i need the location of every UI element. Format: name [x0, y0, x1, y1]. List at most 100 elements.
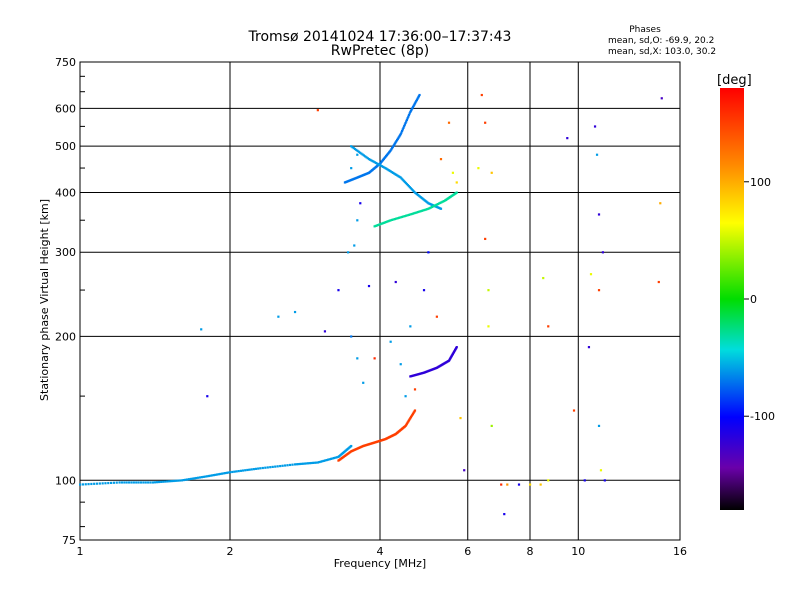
data-point — [396, 138, 399, 142]
data-point — [356, 357, 359, 360]
data-point — [365, 156, 368, 159]
data-point — [81, 483, 85, 486]
data-point — [144, 481, 147, 484]
data-point — [410, 212, 413, 216]
data-point — [233, 470, 236, 473]
data-point — [176, 479, 179, 482]
data-point — [279, 464, 282, 468]
colorbar-tick-label: 0 — [750, 293, 757, 306]
data-point — [316, 461, 319, 464]
data-point — [170, 480, 173, 483]
data-point — [394, 141, 397, 144]
data-point — [383, 221, 387, 224]
data-point — [369, 158, 372, 161]
data-point — [356, 153, 359, 156]
data-point — [120, 481, 124, 484]
data-point — [378, 223, 381, 226]
data-point — [209, 474, 212, 477]
data-point — [231, 470, 234, 474]
data-point — [250, 468, 253, 471]
data-point — [135, 481, 138, 484]
data-point — [110, 481, 113, 485]
data-point — [413, 103, 416, 106]
y-tick-label: 300 — [55, 246, 76, 259]
data-point — [323, 330, 327, 333]
data-point — [350, 145, 353, 148]
data-point — [601, 251, 605, 254]
data-point — [660, 97, 663, 100]
data-point — [413, 102, 417, 105]
data-point — [284, 464, 287, 467]
data-point — [477, 167, 480, 170]
data-point — [308, 462, 311, 465]
data-point — [439, 158, 443, 161]
data-point — [373, 161, 376, 164]
data-point — [394, 280, 397, 284]
data-point — [172, 479, 175, 483]
data-point — [409, 109, 413, 112]
data-point — [149, 481, 152, 484]
data-point — [211, 474, 214, 477]
data-point — [427, 207, 430, 210]
data-point — [125, 481, 128, 484]
data-point — [411, 212, 415, 215]
data-point — [401, 128, 404, 131]
data-point — [335, 456, 339, 459]
data-point — [373, 357, 376, 360]
data-point — [409, 110, 412, 114]
data-point — [200, 328, 203, 331]
data-point — [589, 273, 593, 276]
data-point — [371, 159, 374, 163]
data-point — [174, 479, 177, 482]
data-point — [402, 126, 405, 129]
data-point — [374, 161, 378, 165]
data-point — [503, 513, 506, 516]
data-point — [162, 480, 165, 483]
data-point — [351, 146, 354, 149]
data-point — [303, 462, 306, 465]
data-point — [350, 335, 353, 338]
data-point — [487, 289, 490, 292]
data-point — [399, 363, 402, 366]
data-point — [399, 216, 402, 219]
data-point — [398, 134, 402, 137]
x-tick-label: 6 — [464, 545, 471, 558]
data-point — [237, 470, 240, 473]
data-point — [490, 171, 493, 174]
data-point — [413, 212, 416, 215]
data-point — [367, 284, 371, 288]
data-point — [399, 133, 402, 136]
data-point — [364, 155, 367, 158]
data-point — [300, 462, 303, 465]
data-point — [429, 206, 432, 209]
data-point — [418, 210, 421, 213]
data-point — [422, 209, 425, 212]
data-point — [392, 144, 395, 147]
data-point — [418, 93, 421, 97]
data-point — [357, 150, 360, 153]
data-point — [274, 465, 277, 468]
data-point — [463, 469, 466, 472]
data-point — [355, 148, 358, 152]
data-point — [115, 481, 118, 484]
data-point — [657, 280, 660, 284]
data-point — [206, 475, 209, 478]
data-point — [480, 93, 483, 97]
data-point — [248, 468, 251, 471]
data-point — [195, 476, 198, 480]
data-point — [87, 483, 90, 486]
data-point — [370, 159, 373, 162]
data-point — [315, 461, 318, 464]
data-point — [393, 143, 396, 146]
data-point — [277, 315, 280, 318]
data-point — [593, 125, 597, 128]
data-point — [411, 107, 414, 110]
data-point — [281, 464, 284, 467]
data-point — [293, 463, 297, 466]
data-point — [219, 472, 222, 476]
data-point — [366, 157, 369, 160]
data-point — [388, 219, 391, 222]
data-point — [407, 115, 410, 118]
data-point — [381, 165, 385, 168]
data-point — [404, 395, 407, 398]
